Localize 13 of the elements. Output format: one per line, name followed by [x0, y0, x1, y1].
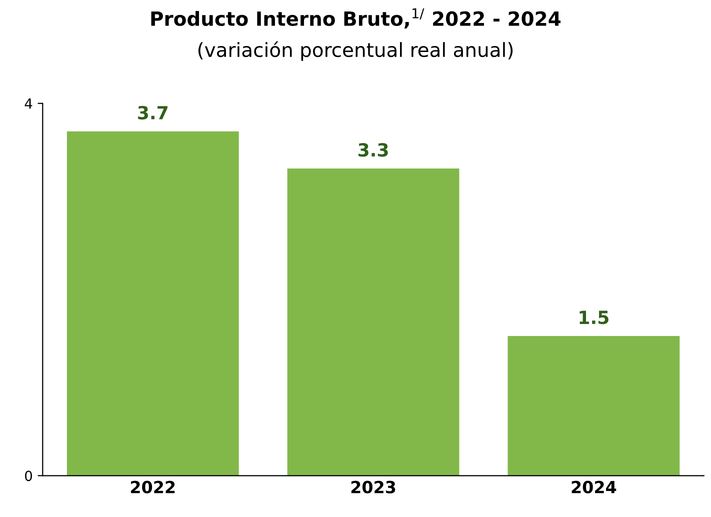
bar	[66, 131, 239, 476]
y-tick-label: 4	[24, 98, 32, 109]
data-label: 1.5	[580, 310, 608, 324]
y-tick-label: 0	[25, 470, 32, 482]
bar	[287, 168, 460, 476]
x-tick-label: 2024	[572, 480, 616, 494]
chart-subtitle: (variación porcentual real anual)	[198, 41, 513, 61]
chart-title: Producto Interno Bruto,$^{1/}$ 2022 - 2024	[151, 8, 560, 28]
bar	[508, 336, 680, 476]
data-label: 3.3	[358, 143, 388, 157]
x-tick-label: 2023	[351, 480, 396, 494]
data-label: 3.7	[138, 106, 168, 120]
x-tick-label: 2022	[130, 480, 175, 494]
